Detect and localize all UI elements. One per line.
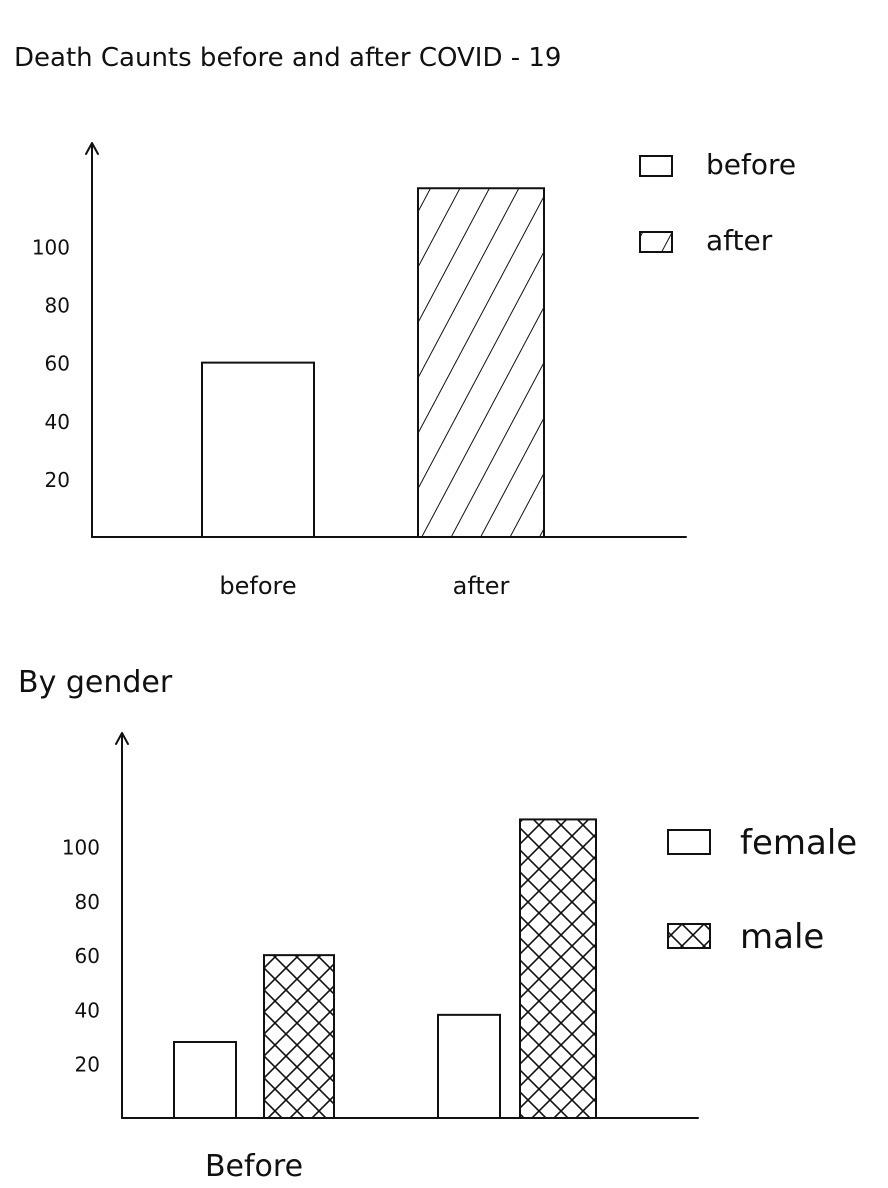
chart-1-y-tick-label: 60	[45, 352, 70, 376]
chart-2-x-tick-labels: Before	[205, 1149, 303, 1184]
chart-2-bar-female-1	[173, 1041, 237, 1119]
chart-1-bar-before	[201, 361, 315, 538]
chart-1-bars	[201, 187, 545, 538]
chart-2-x-tick-label: Before	[205, 1149, 303, 1184]
chart-2-legend-swatch	[667, 923, 711, 949]
chart-2-legend: female male	[667, 823, 857, 957]
chart-1-bar-after	[417, 187, 545, 538]
chart-1-legend-label: before	[706, 148, 796, 181]
chart-1-y-tick-labels: 20 40 60 80 100	[32, 235, 70, 492]
chart-2-y-tick-label: 20	[75, 1053, 100, 1077]
chart-1-x-tick-label: after	[453, 572, 510, 600]
chart-2-bar-male-1	[263, 954, 335, 1120]
chart-2-y-tick-label: 40	[75, 998, 100, 1022]
chart-1-y-tick-label: 80	[45, 294, 70, 318]
chart-2-y-tick-label: 60	[75, 944, 100, 968]
chart-2-y-axis-arrow	[115, 732, 129, 745]
chart-2-y-tick-label: 100	[62, 836, 100, 860]
chart-2-y-tick-label: 80	[75, 890, 100, 914]
chart-1-y-axis-arrow	[85, 142, 99, 155]
chart-2-bar-male-2	[519, 818, 597, 1120]
chart-1-legend-swatch	[639, 231, 673, 253]
chart-1-legend-swatch	[639, 155, 673, 177]
chart-1-legend-label: after	[706, 224, 773, 257]
chart-2: By gender 20 40 60 80 100 Before female male	[18, 665, 857, 1184]
chart-2-bars	[173, 818, 597, 1120]
chart-2-legend-label: female	[740, 823, 857, 863]
chart-1-x-tick-label: before	[219, 572, 296, 600]
chart-1-x-tick-labels: before after	[219, 572, 509, 600]
chart-1-y-tick-label: 20	[45, 468, 70, 492]
chart-1-legend: before after	[639, 148, 796, 257]
chart-2-y-tick-labels: 20 40 60 80 100	[62, 836, 100, 1077]
chart-1-title: Death Caunts before and after COVID - 19	[14, 43, 561, 73]
chart-1-y-tick-label: 40	[45, 410, 70, 434]
chart-2-bar-female-2	[437, 1013, 501, 1119]
chart-1: Death Caunts before and after COVID - 19…	[14, 43, 796, 600]
chart-2-legend-swatch	[667, 829, 711, 855]
chart-2-legend-label: male	[740, 917, 824, 957]
chart-1-y-tick-label: 100	[32, 235, 70, 259]
chart-2-title: By gender	[18, 665, 173, 700]
